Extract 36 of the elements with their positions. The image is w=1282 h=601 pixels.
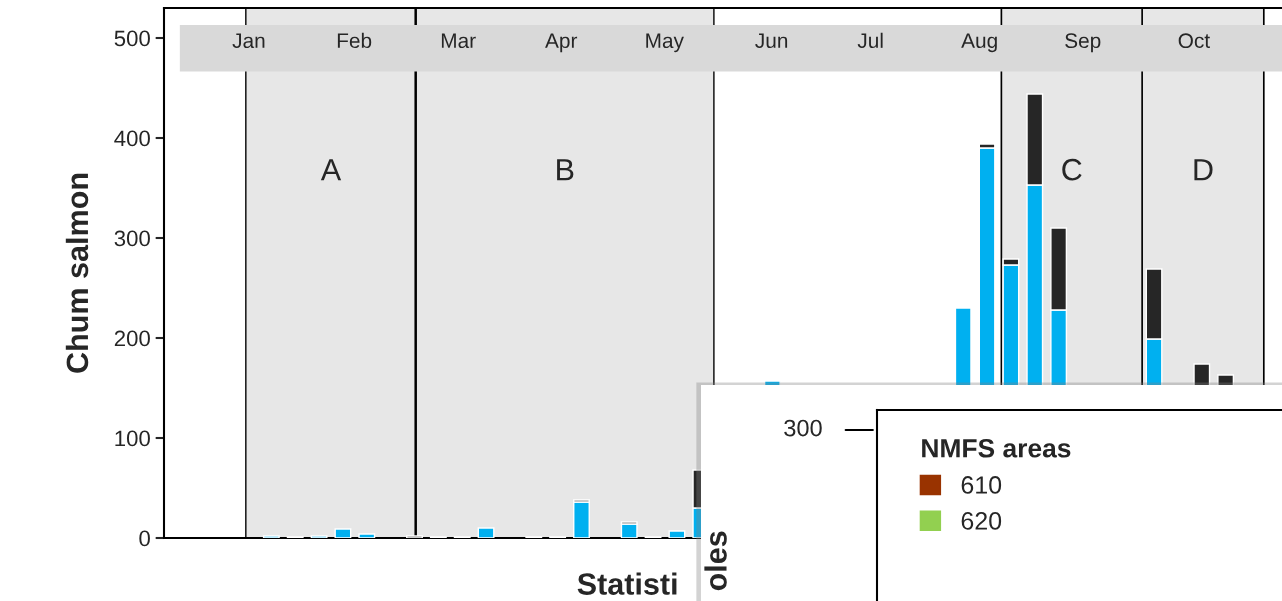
y-tick-label: 200: [114, 330, 150, 347]
bar: [477, 527, 495, 538]
annotation: Sep: [1065, 33, 1101, 53]
legend-title: NMFS areas: [922, 438, 1071, 458]
annotation: Feb: [337, 32, 372, 49]
bar: [620, 523, 638, 538]
annotation: Oct: [1178, 33, 1210, 49]
legend-label: 620: [961, 512, 1002, 530]
annotation: Jul: [857, 32, 883, 49]
legend-label: 610: [961, 476, 1002, 494]
annotation: D: [1194, 159, 1213, 181]
y-tick-label: 300: [114, 230, 150, 247]
annotation: 300: [784, 419, 822, 437]
bar: [406, 535, 423, 538]
annotation: Mar: [441, 33, 476, 49]
text: oles: [704, 531, 727, 591]
annotation: May: [646, 33, 684, 53]
y-tick-label: 500: [114, 30, 150, 47]
annotation: Jun: [755, 33, 788, 49]
annotation: Jan: [232, 33, 265, 49]
annotation: Apr: [545, 33, 578, 53]
bar: [262, 535, 280, 538]
annotation: C: [1062, 158, 1082, 181]
bar: [334, 528, 352, 538]
bar: [573, 501, 590, 538]
y-tick-label: 0: [139, 530, 150, 547]
bar: [358, 533, 376, 538]
y-axis-title: Chum salmon: [65, 173, 89, 373]
annotation: B: [557, 159, 574, 181]
bar: [668, 530, 686, 538]
x-axis-title: Statisti: [577, 572, 677, 595]
bar: [310, 535, 328, 538]
annotation: A: [320, 159, 342, 181]
y-tick-label: 400: [114, 130, 150, 147]
annotation: Aug: [961, 33, 997, 53]
y-tick-label: 100: [115, 430, 150, 447]
